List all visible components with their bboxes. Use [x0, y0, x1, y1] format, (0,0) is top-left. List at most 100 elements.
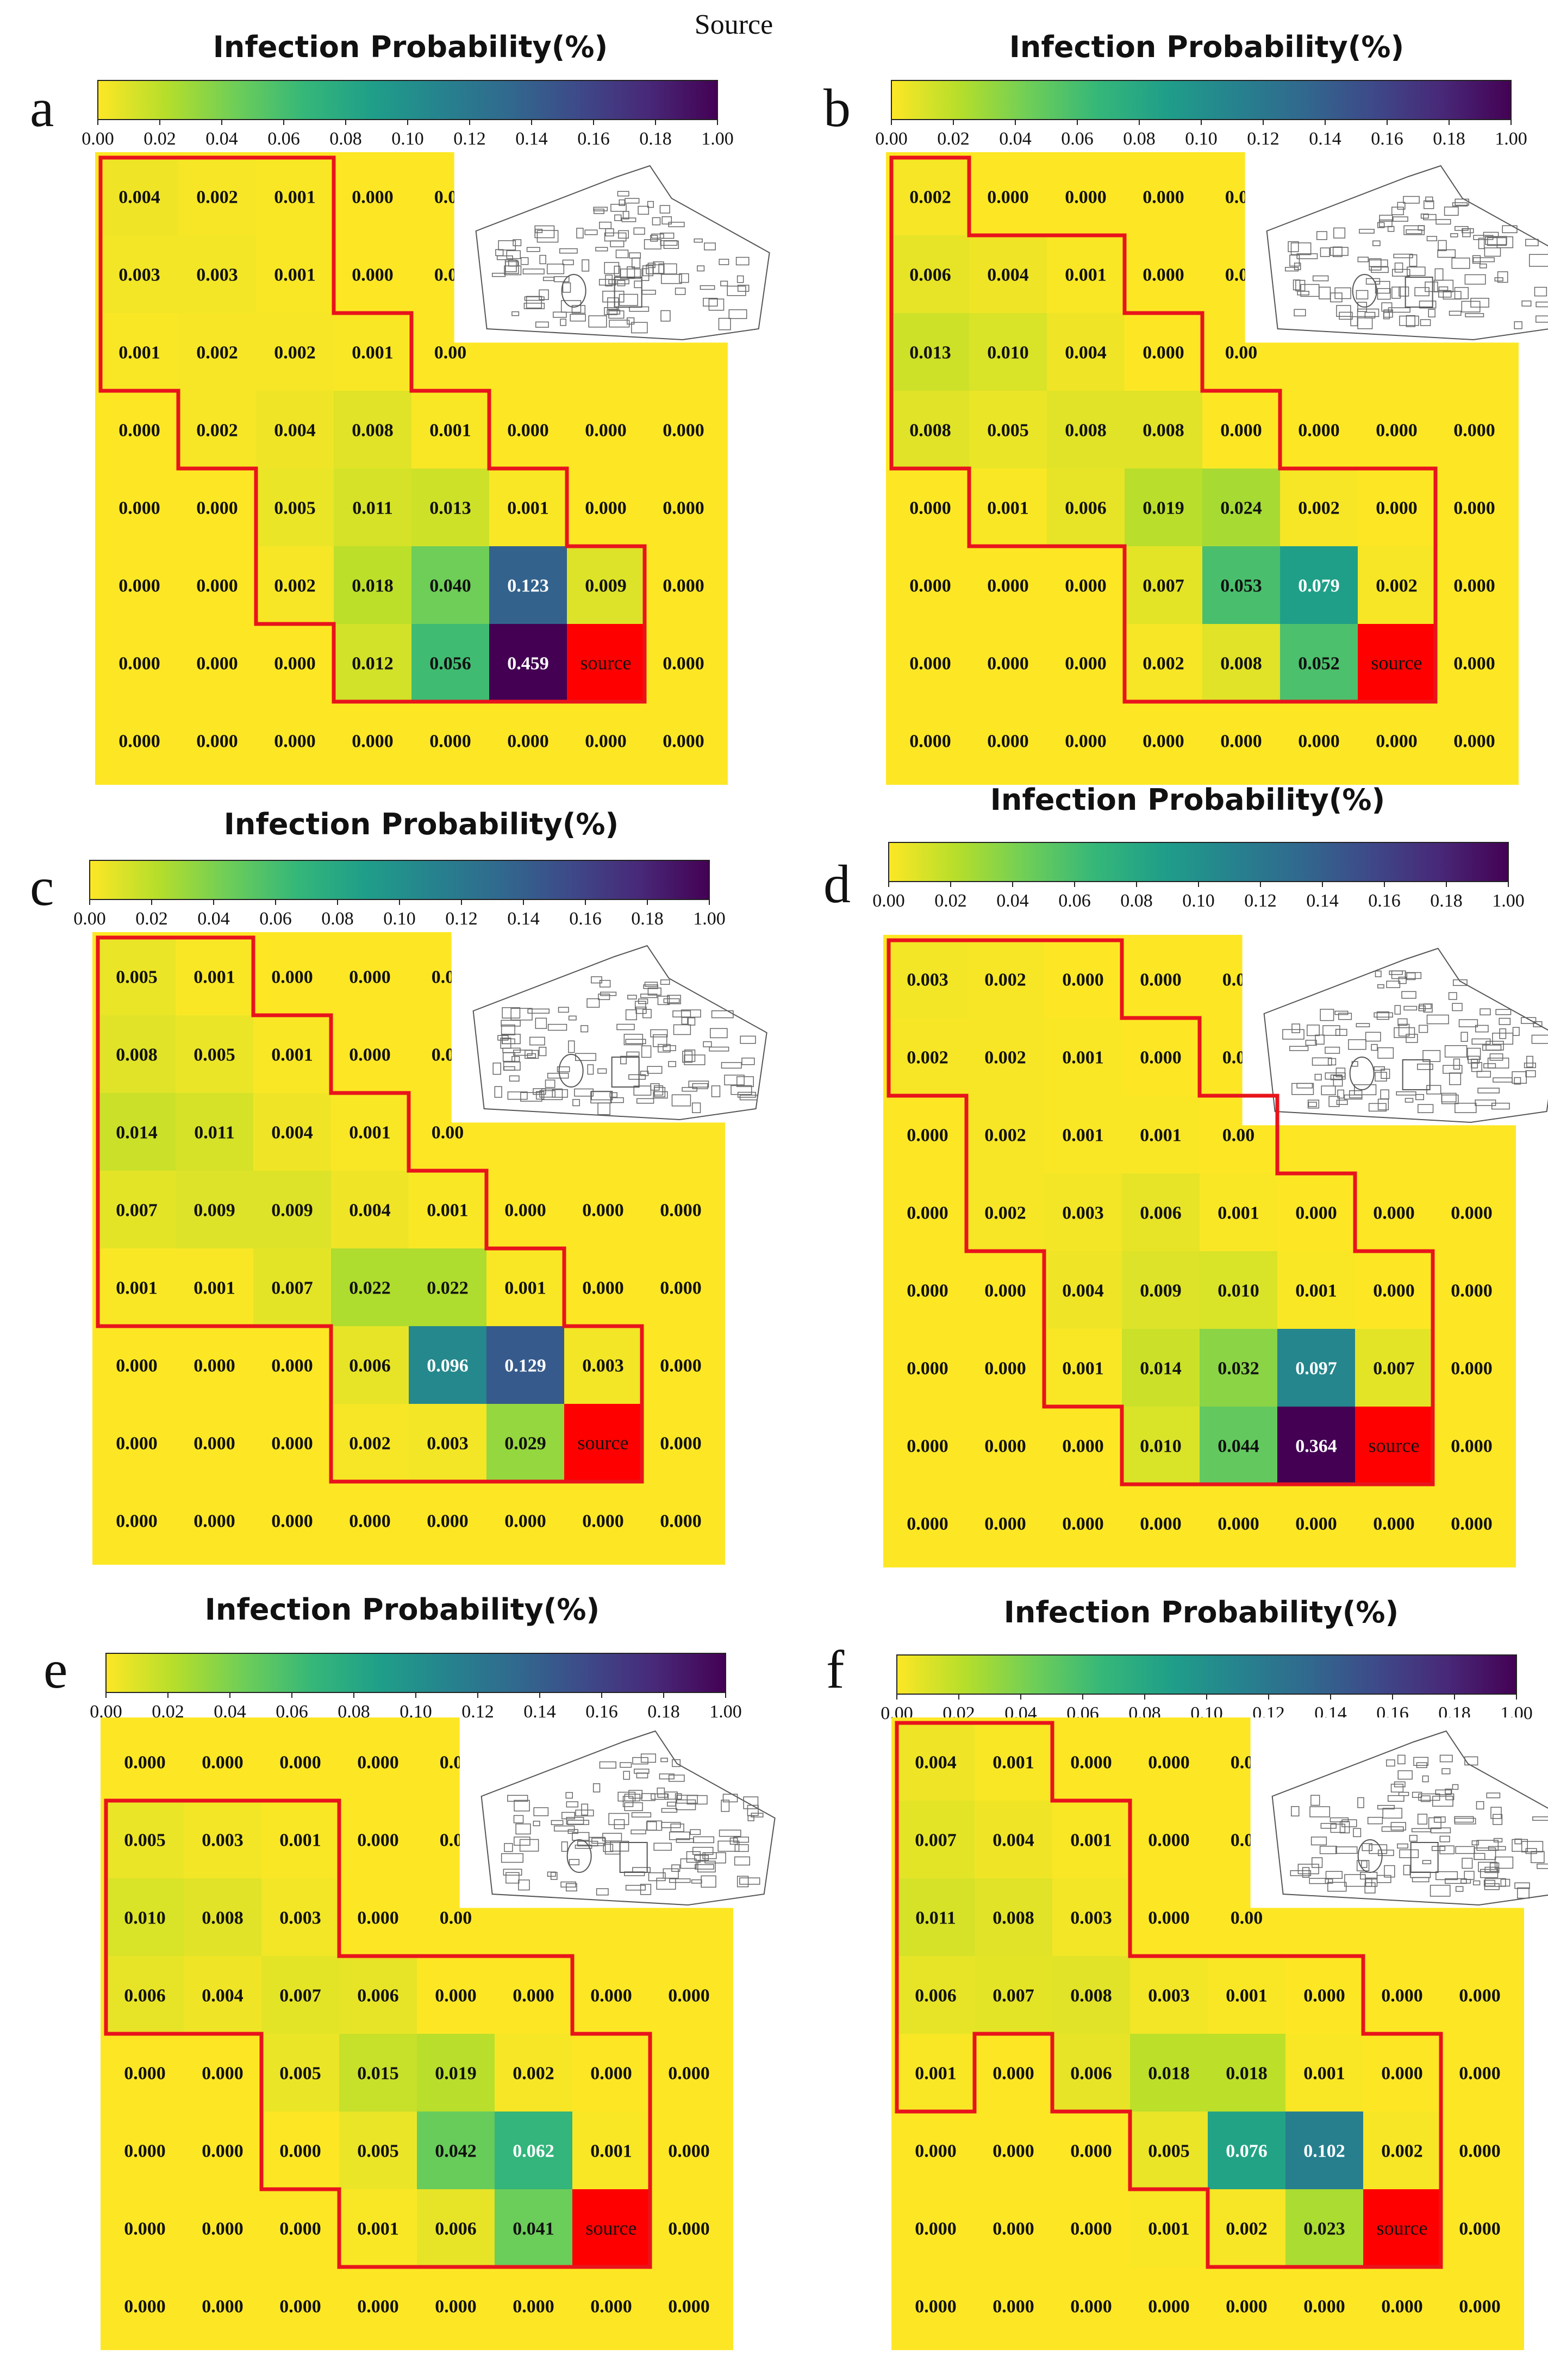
- map-building: [495, 249, 504, 257]
- heatmap-cell: [409, 1248, 486, 1326]
- map-building: [1335, 1846, 1358, 1854]
- map-building: [751, 1813, 764, 1817]
- cell-value: 0.000: [1295, 1514, 1337, 1534]
- map-building: [1521, 1017, 1537, 1024]
- heatmap-cell: [975, 2034, 1052, 2112]
- heatmap-cell: [256, 313, 334, 391]
- map-building: [620, 1762, 632, 1768]
- heatmap-cell: [1363, 1956, 1441, 2034]
- cell-value: 0.006: [124, 1986, 166, 2006]
- map-building: [569, 1859, 580, 1865]
- heatmap-cell: [486, 1171, 564, 1248]
- cell-value: 0.000: [987, 732, 1029, 752]
- map-building: [511, 311, 520, 316]
- source-label: source: [580, 652, 632, 674]
- map-building: [619, 199, 626, 206]
- map-building: [631, 322, 648, 334]
- heatmap-cell: [253, 1015, 331, 1093]
- map-building: [1371, 1044, 1378, 1051]
- map-building: [1397, 1018, 1408, 1026]
- heatmap-cell: [564, 1326, 642, 1404]
- cell-value: 0.00: [1225, 343, 1258, 363]
- heatmap-cell: [261, 2112, 339, 2189]
- heatmap-cell: [261, 1878, 339, 1956]
- map-building: [599, 1761, 616, 1769]
- map-building: [1409, 254, 1418, 267]
- map-field: [1402, 1059, 1431, 1090]
- cell-value: 0.000: [993, 2297, 1034, 2317]
- cell-value: 0.001: [1303, 2064, 1345, 2084]
- cell-value: 0.000: [1148, 1753, 1190, 1773]
- map-building: [529, 1036, 545, 1046]
- cell-value: 0.001: [1070, 1831, 1112, 1851]
- cell-value: 0.040: [429, 576, 471, 596]
- map-building: [591, 1838, 606, 1844]
- heatmap-cell: [334, 391, 411, 468]
- cell-value: 0.000: [1065, 576, 1107, 596]
- heatmap-cell: [975, 1956, 1052, 2034]
- map-building: [1464, 274, 1486, 285]
- cell-value: 0.001: [274, 188, 316, 208]
- cell-value: 0.008: [202, 1908, 244, 1928]
- map-building: [1403, 1865, 1410, 1876]
- heatmap-cell: [1052, 1956, 1130, 2034]
- map-building: [1487, 237, 1507, 246]
- heatmap-cell: [891, 468, 969, 546]
- map-building: [1350, 316, 1358, 327]
- cell-value: 0.011: [915, 1908, 956, 1928]
- map-building: [1420, 1795, 1431, 1802]
- cell-value: 0.000: [274, 654, 316, 674]
- map-building: [1397, 1843, 1408, 1849]
- cell-value: 0.013: [429, 498, 471, 519]
- cell-value: 0.011: [352, 498, 393, 519]
- map-building: [1475, 1025, 1489, 1033]
- map-building: [535, 1017, 547, 1029]
- cell-value: 0.000: [1065, 654, 1107, 674]
- heatmap-cell: [1433, 1329, 1510, 1407]
- map-building: [625, 1039, 646, 1045]
- heatmap-cell: [101, 158, 178, 235]
- heatmap-cell: [969, 546, 1047, 624]
- map-building: [625, 198, 640, 204]
- cell-value: 0.000: [513, 1986, 554, 2006]
- cell-value: 0.004: [202, 1986, 244, 2006]
- panel-title: Infection Probability(%): [205, 1592, 600, 1627]
- source-cell: [564, 1404, 642, 1482]
- cell-value: 0.000: [663, 576, 704, 596]
- heatmap-cell: [411, 546, 489, 624]
- map-stadium: [1357, 1839, 1383, 1873]
- map-building: [641, 1793, 656, 1801]
- colorbar-tick-label: 0.16: [577, 129, 610, 149]
- cell-value: 0.008: [1143, 421, 1184, 441]
- heatmap-cell: [1358, 468, 1435, 546]
- heatmap-cell: [495, 1956, 572, 2034]
- cell-value: 0.001: [271, 1045, 313, 1065]
- cell-value: 0.001: [1065, 265, 1107, 285]
- heatmap-cell: [106, 1878, 184, 1956]
- heatmap-cell: [339, 2112, 417, 2189]
- source-label: source: [578, 1432, 629, 1454]
- cell-value: 0.000: [1143, 343, 1184, 363]
- map-building: [1372, 240, 1381, 246]
- map-building: [1325, 1871, 1343, 1879]
- cell-value: 0.042: [435, 2141, 477, 2162]
- heatmap-cell: [184, 1878, 261, 1956]
- heatmap-cell: [417, 2112, 495, 2189]
- map-building: [1422, 1775, 1429, 1783]
- map-building: [1291, 1806, 1300, 1817]
- map-building: [553, 276, 570, 283]
- map-building: [747, 1804, 759, 1816]
- map-building: [1379, 215, 1393, 222]
- map-building: [1360, 1860, 1368, 1868]
- map-building: [552, 1089, 568, 1098]
- cell-value: 0.015: [357, 2064, 399, 2084]
- cell-value: 0.022: [349, 1278, 391, 1298]
- map-building: [635, 1007, 647, 1014]
- map-building: [1316, 231, 1327, 240]
- colorbar-tick-label: 0.16: [569, 909, 602, 929]
- colorbar-tick-label: 0.02: [135, 909, 168, 929]
- heatmap-cell: [178, 313, 256, 391]
- map-building: [533, 1807, 549, 1816]
- cell-value: 0.000: [124, 2064, 166, 2084]
- heatmap-cell: [1285, 2034, 1363, 2112]
